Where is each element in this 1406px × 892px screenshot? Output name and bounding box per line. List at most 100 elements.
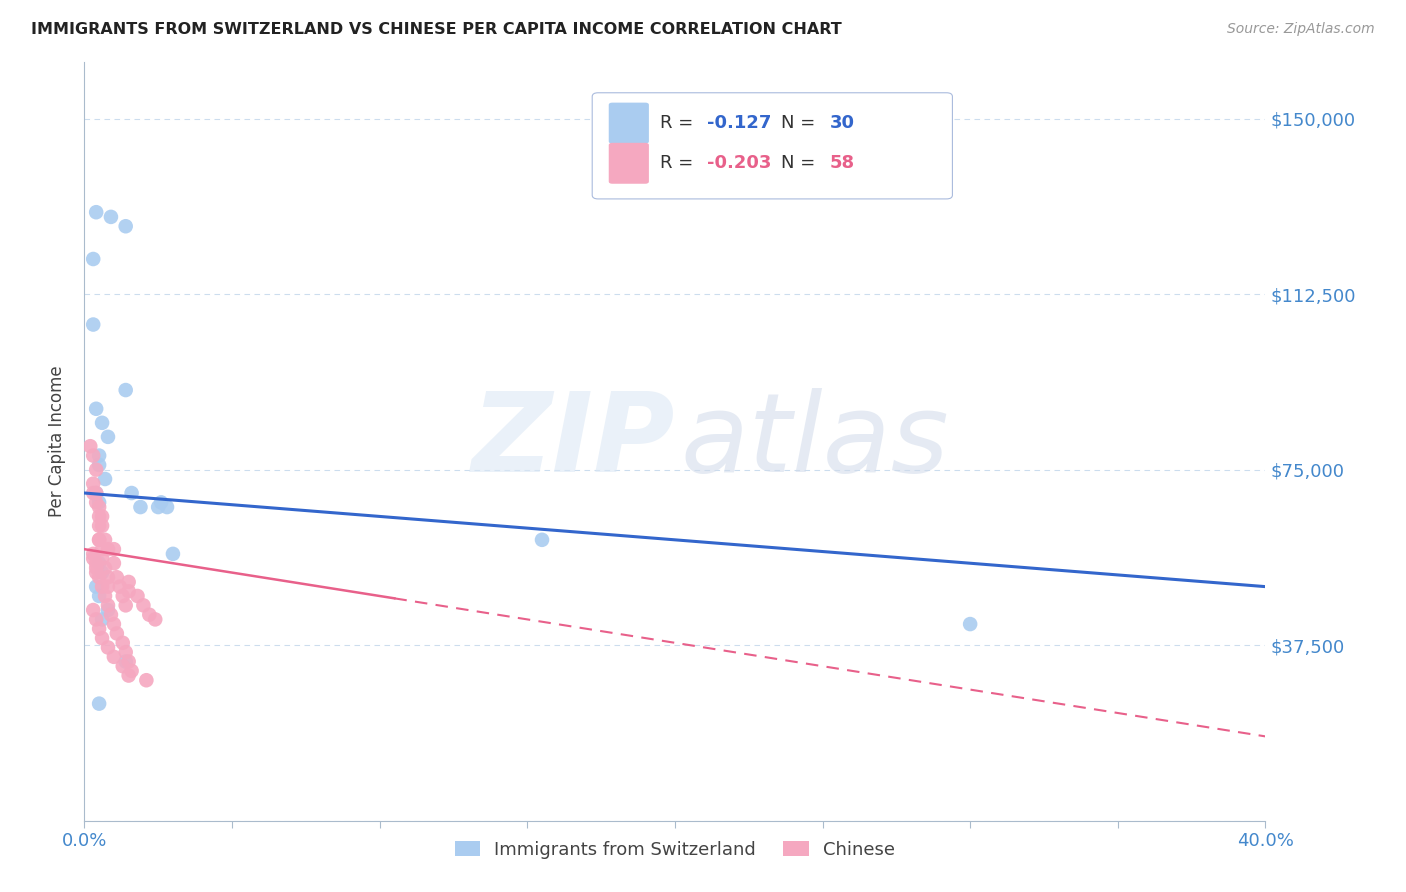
Point — [118, 584, 141, 599]
Point — [84, 612, 107, 626]
Text: 30: 30 — [830, 114, 855, 132]
FancyBboxPatch shape — [609, 143, 650, 184]
Point — [121, 486, 143, 500]
Point — [91, 518, 114, 533]
Point — [84, 580, 107, 594]
Point — [87, 697, 111, 711]
Point — [84, 205, 107, 219]
FancyBboxPatch shape — [592, 93, 952, 199]
Text: -0.203: -0.203 — [707, 154, 770, 172]
Point — [82, 551, 104, 566]
Point — [87, 495, 111, 509]
Point — [87, 500, 111, 514]
Text: N =: N = — [782, 114, 821, 132]
Point — [94, 472, 117, 486]
Text: R =: R = — [659, 114, 699, 132]
Point — [162, 547, 184, 561]
Point — [111, 659, 134, 673]
Point — [91, 509, 114, 524]
Text: R =: R = — [659, 154, 699, 172]
Point — [97, 603, 120, 617]
Point — [82, 486, 104, 500]
Point — [84, 561, 107, 575]
Point — [100, 607, 122, 622]
Point — [84, 566, 107, 580]
Text: atlas: atlas — [681, 388, 949, 495]
Point — [91, 612, 114, 626]
Point — [87, 533, 111, 547]
Point — [91, 580, 114, 594]
Point — [87, 509, 111, 524]
Point — [138, 607, 160, 622]
Point — [103, 542, 125, 557]
Point — [97, 570, 120, 584]
Point — [105, 626, 128, 640]
Point — [87, 589, 111, 603]
Point — [87, 570, 111, 584]
Point — [87, 533, 111, 547]
Point — [87, 556, 111, 570]
Text: 58: 58 — [830, 154, 855, 172]
Point — [84, 486, 107, 500]
Point — [118, 668, 141, 682]
Point — [94, 561, 117, 575]
Point — [111, 589, 134, 603]
Point — [121, 664, 143, 678]
Point — [82, 603, 104, 617]
Point — [94, 589, 117, 603]
Point — [94, 533, 117, 547]
Point — [91, 631, 114, 645]
Point — [103, 617, 125, 632]
Point — [82, 252, 104, 266]
Y-axis label: Per Capita Income: Per Capita Income — [48, 366, 66, 517]
Point — [82, 449, 104, 463]
Point — [143, 612, 166, 626]
Point — [97, 580, 120, 594]
Point — [91, 566, 114, 580]
Point — [87, 622, 111, 636]
Point — [129, 500, 152, 514]
Point — [84, 462, 107, 476]
Point — [118, 574, 141, 589]
Point — [959, 617, 981, 632]
Point — [135, 673, 157, 688]
Point — [148, 500, 170, 514]
Point — [150, 495, 173, 509]
Point — [114, 655, 136, 669]
Point — [79, 439, 101, 453]
Point — [105, 570, 128, 584]
Point — [103, 556, 125, 570]
Text: Source: ZipAtlas.com: Source: ZipAtlas.com — [1227, 22, 1375, 37]
Text: ZIP: ZIP — [471, 388, 675, 495]
FancyBboxPatch shape — [609, 103, 650, 144]
Point — [114, 383, 136, 397]
Point — [114, 645, 136, 659]
Point — [87, 518, 111, 533]
Text: -0.127: -0.127 — [707, 114, 770, 132]
Point — [91, 542, 114, 557]
Text: N =: N = — [782, 154, 821, 172]
Point — [97, 542, 120, 557]
Point — [132, 599, 155, 613]
Point — [156, 500, 179, 514]
Point — [127, 589, 149, 603]
Point — [84, 486, 107, 500]
Text: IMMIGRANTS FROM SWITZERLAND VS CHINESE PER CAPITA INCOME CORRELATION CHART: IMMIGRANTS FROM SWITZERLAND VS CHINESE P… — [31, 22, 842, 37]
Point — [103, 649, 125, 664]
Point — [118, 655, 141, 669]
Point — [111, 636, 134, 650]
Point — [97, 640, 120, 655]
Point — [91, 416, 114, 430]
Point — [114, 219, 136, 234]
Point — [84, 401, 107, 416]
Point — [97, 599, 120, 613]
Point — [82, 318, 104, 332]
Point — [87, 458, 111, 472]
Point — [82, 476, 104, 491]
Point — [82, 547, 104, 561]
Point — [531, 533, 554, 547]
Point — [97, 430, 120, 444]
Point — [108, 580, 131, 594]
Point — [84, 556, 107, 570]
Point — [84, 495, 107, 509]
